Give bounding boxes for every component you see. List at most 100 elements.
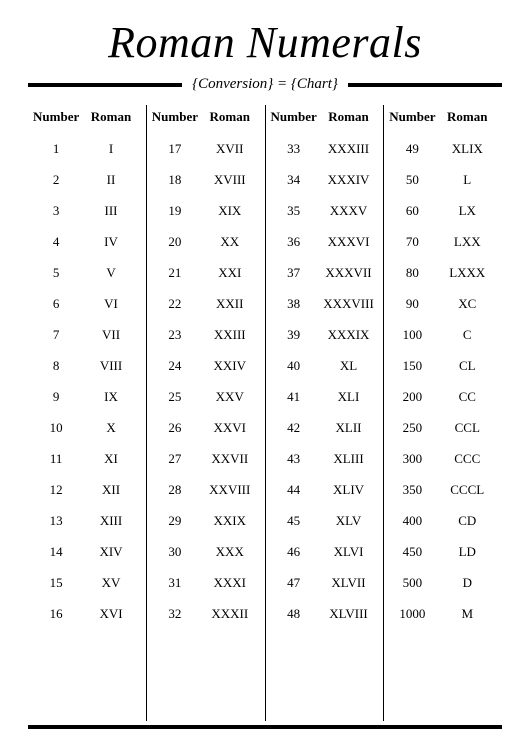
- cell-number: 1: [32, 142, 80, 155]
- table-row: 34XXXIV: [270, 164, 380, 195]
- cell-number: 2: [32, 173, 80, 186]
- cell-number: 29: [151, 514, 199, 527]
- table-row: 23XXIII: [151, 319, 261, 350]
- table-row: 10X: [32, 412, 142, 443]
- cell-number: 38: [270, 297, 318, 310]
- cell-number: 41: [270, 390, 318, 403]
- header-number: Number: [151, 109, 199, 125]
- table-row: 6VI: [32, 288, 142, 319]
- cell-roman: XXXVIII: [318, 297, 379, 310]
- cell-number: 44: [270, 483, 318, 496]
- table-row: 33XXXIII: [270, 133, 380, 164]
- table-row: 20XX: [151, 226, 261, 257]
- cell-number: 19: [151, 204, 199, 217]
- cell-roman: XXXVI: [318, 235, 379, 248]
- cell-number: 20: [151, 235, 199, 248]
- cell-number: 8: [32, 359, 80, 372]
- cell-number: 200: [388, 390, 436, 403]
- cell-number: 26: [151, 421, 199, 434]
- table-row: 27XXVII: [151, 443, 261, 474]
- table-row: 350CCCL: [388, 474, 498, 505]
- table-row: 12XII: [32, 474, 142, 505]
- cell-roman: D: [437, 576, 498, 589]
- table-column: NumberRoman33XXXIII34XXXIV35XXXV36XXXVI3…: [265, 105, 384, 721]
- cell-number: 150: [388, 359, 436, 372]
- table-row: 28XXVIII: [151, 474, 261, 505]
- table-row: 42XLII: [270, 412, 380, 443]
- cell-number: 11: [32, 452, 80, 465]
- table-row: 9IX: [32, 381, 142, 412]
- cell-number: 17: [151, 142, 199, 155]
- table-row: 70LXX: [388, 226, 498, 257]
- page: Roman Numerals {Conversion} = {Chart} Nu…: [0, 0, 530, 749]
- cell-roman: I: [80, 142, 141, 155]
- table-row: 49XLIX: [388, 133, 498, 164]
- cell-roman: VI: [80, 297, 141, 310]
- table-row: 25XXV: [151, 381, 261, 412]
- cell-number: 16: [32, 607, 80, 620]
- cell-roman: CCCL: [437, 483, 498, 496]
- cell-roman: XLI: [318, 390, 379, 403]
- cell-number: 400: [388, 514, 436, 527]
- cell-roman: XIX: [199, 204, 260, 217]
- table-row: 48XLVIII: [270, 598, 380, 629]
- column-header: NumberRoman: [32, 105, 142, 133]
- cell-roman: XXXVII: [318, 266, 379, 279]
- cell-number: 5: [32, 266, 80, 279]
- cell-roman: XXXIII: [318, 142, 379, 155]
- cell-number: 21: [151, 266, 199, 279]
- table-row: 4IV: [32, 226, 142, 257]
- header-number: Number: [32, 109, 80, 125]
- conversion-table: NumberRoman1I2II3III4IV5V6VI7VII8VIII9IX…: [28, 105, 502, 729]
- cell-number: 27: [151, 452, 199, 465]
- cell-roman: XXVI: [199, 421, 260, 434]
- table-row: 40XL: [270, 350, 380, 381]
- cell-roman: XIII: [80, 514, 141, 527]
- cell-roman: XXIX: [199, 514, 260, 527]
- cell-number: 100: [388, 328, 436, 341]
- cell-number: 37: [270, 266, 318, 279]
- cell-number: 45: [270, 514, 318, 527]
- cell-roman: XXXIX: [318, 328, 379, 341]
- table-row: 7VII: [32, 319, 142, 350]
- cell-number: 33: [270, 142, 318, 155]
- cell-roman: XXX: [199, 545, 260, 558]
- cell-number: 31: [151, 576, 199, 589]
- cell-roman: XXVII: [199, 452, 260, 465]
- cell-roman: XLVII: [318, 576, 379, 589]
- cell-roman: XX: [199, 235, 260, 248]
- cell-roman: VII: [80, 328, 141, 341]
- cell-number: 9: [32, 390, 80, 403]
- cell-roman: XLII: [318, 421, 379, 434]
- table-row: 46XLVI: [270, 536, 380, 567]
- header-roman: Roman: [318, 109, 379, 125]
- table-row: 18XVIII: [151, 164, 261, 195]
- cell-number: 22: [151, 297, 199, 310]
- cell-roman: CCC: [437, 452, 498, 465]
- column-header: NumberRoman: [151, 105, 261, 133]
- table-row: 37XXXVII: [270, 257, 380, 288]
- cell-number: 70: [388, 235, 436, 248]
- cell-roman: XLIV: [318, 483, 379, 496]
- cell-roman: LD: [437, 545, 498, 558]
- cell-roman: C: [437, 328, 498, 341]
- rule-left: [28, 83, 182, 87]
- cell-number: 28: [151, 483, 199, 496]
- cell-number: 35: [270, 204, 318, 217]
- cell-number: 50: [388, 173, 436, 186]
- cell-roman: XLV: [318, 514, 379, 527]
- cell-roman: LX: [437, 204, 498, 217]
- table-row: 32XXXII: [151, 598, 261, 629]
- cell-roman: IX: [80, 390, 141, 403]
- table-row: 500D: [388, 567, 498, 598]
- cell-roman: XVII: [199, 142, 260, 155]
- table-row: 80LXXX: [388, 257, 498, 288]
- table-row: 8VIII: [32, 350, 142, 381]
- cell-number: 49: [388, 142, 436, 155]
- cell-number: 24: [151, 359, 199, 372]
- cell-roman: XXVIII: [199, 483, 260, 496]
- cell-number: 3: [32, 204, 80, 217]
- cell-number: 42: [270, 421, 318, 434]
- cell-roman: CD: [437, 514, 498, 527]
- cell-number: 15: [32, 576, 80, 589]
